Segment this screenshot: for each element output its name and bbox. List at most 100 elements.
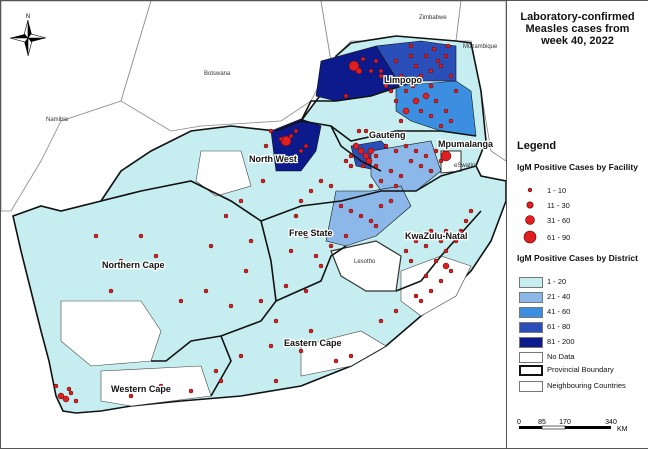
facility-marker xyxy=(298,148,304,154)
facility-marker xyxy=(428,83,434,89)
facility-marker xyxy=(293,213,299,219)
facility-marker xyxy=(383,83,389,89)
facility-marker xyxy=(388,88,394,94)
label-limpopo: Limpopo xyxy=(384,75,422,85)
facility-marker xyxy=(62,395,70,403)
facility-marker xyxy=(218,378,224,384)
scale-unit: KM xyxy=(617,426,628,433)
facility-marker xyxy=(403,248,409,254)
label-mozambique: Mozambique xyxy=(463,44,498,50)
district-class-label: 81 - 200 xyxy=(547,337,575,346)
facility-marker xyxy=(393,58,399,64)
neighbouring-countries-swatch xyxy=(519,381,543,392)
facility-marker xyxy=(418,108,424,114)
facility-marker xyxy=(248,238,254,244)
scale-bar: 0 85 170 340 KM xyxy=(517,419,628,433)
facility-marker xyxy=(348,208,354,214)
facility-marker xyxy=(422,92,430,100)
facility-marker xyxy=(458,228,464,234)
facility-marker xyxy=(208,243,214,249)
facility-marker xyxy=(328,183,334,189)
district-swatch xyxy=(519,352,543,363)
facility-marker xyxy=(348,353,354,359)
facility-marker xyxy=(378,68,384,74)
label-lesotho: Lesotho xyxy=(354,259,376,265)
district-swatch xyxy=(519,337,543,348)
facility-marker xyxy=(273,318,279,324)
facility-marker xyxy=(443,108,449,114)
facility-marker xyxy=(352,142,360,150)
facility-marker xyxy=(293,128,299,134)
facility-marker xyxy=(373,58,379,64)
facility-class-2: 11 - 30 xyxy=(547,201,570,210)
facility-marker xyxy=(433,258,439,264)
facility-marker xyxy=(428,68,434,74)
facility-marker xyxy=(445,43,451,49)
facility-marker xyxy=(412,97,420,105)
label-gauteng: Gauteng xyxy=(369,130,406,140)
label-free-state: Free State xyxy=(289,228,333,238)
provincial-boundaries xyxy=(100,85,482,397)
facility-heading: IgM Positive Cases by Facility xyxy=(517,162,638,172)
facility-marker xyxy=(368,183,374,189)
label-mpumalanga: Mpumalanga xyxy=(438,139,494,149)
facility-marker xyxy=(423,153,429,159)
facility-marker xyxy=(373,163,379,169)
facility-marker xyxy=(410,83,416,89)
facility-marker-1-10 xyxy=(527,187,533,193)
facility-marker xyxy=(258,298,264,304)
facility-marker xyxy=(298,198,304,204)
district-no-data-2 xyxy=(100,365,212,407)
facility-marker xyxy=(440,150,452,162)
label-eastern-cape: Eastern Cape xyxy=(284,338,342,348)
facility-marker xyxy=(378,318,384,324)
map-canvas: Zimbabwe Mozambique Botswana Namibia eSw… xyxy=(1,1,506,448)
facility-marker xyxy=(398,118,404,124)
neighbouring-countries-label: Neighbouring Countries xyxy=(547,381,626,390)
north-label: N xyxy=(26,14,30,20)
facility-marker-31-60 xyxy=(525,215,535,225)
facility-marker xyxy=(431,46,437,52)
facility-markers xyxy=(53,43,474,404)
facility-marker xyxy=(178,298,184,304)
facility-marker xyxy=(393,308,399,314)
facility-marker xyxy=(438,238,444,244)
label-northern-cape: Northern Cape xyxy=(102,260,165,270)
facility-marker xyxy=(383,143,389,149)
facility-symbols xyxy=(523,187,537,244)
facility-marker xyxy=(283,283,289,289)
facility-marker xyxy=(288,133,294,139)
facility-marker xyxy=(408,43,414,49)
facility-marker xyxy=(443,248,449,254)
facility-marker xyxy=(348,60,360,72)
facility-marker xyxy=(428,288,434,294)
facility-marker xyxy=(423,273,429,279)
facility-marker xyxy=(203,288,209,294)
scale-tick-170: 170 xyxy=(559,419,571,426)
facility-marker xyxy=(443,228,449,234)
facility-marker xyxy=(448,268,454,274)
district-swatch xyxy=(519,292,543,303)
district-class-label: No Data xyxy=(547,352,575,361)
label-western-cape: Western Cape xyxy=(111,384,171,394)
facility-marker xyxy=(428,228,434,234)
facility-marker xyxy=(338,203,344,209)
facility-marker xyxy=(413,63,419,69)
label-zimbabwe: Zimbabwe xyxy=(419,15,447,21)
facility-marker xyxy=(373,223,379,229)
facility-marker xyxy=(413,148,419,154)
facility-marker xyxy=(418,298,424,304)
facility-marker xyxy=(402,107,410,115)
facility-marker xyxy=(53,383,59,389)
facility-marker xyxy=(418,163,424,169)
facility-marker xyxy=(388,168,394,174)
scale-tick-85: 85 xyxy=(538,419,546,426)
facility-marker xyxy=(398,73,404,79)
facility-marker xyxy=(243,268,249,274)
facility-marker xyxy=(238,198,244,204)
facility-marker xyxy=(423,53,429,59)
facility-marker xyxy=(393,98,399,104)
facility-marker xyxy=(228,303,234,309)
facility-marker xyxy=(388,198,394,204)
facility-class-4: 61 - 90 xyxy=(547,233,571,242)
